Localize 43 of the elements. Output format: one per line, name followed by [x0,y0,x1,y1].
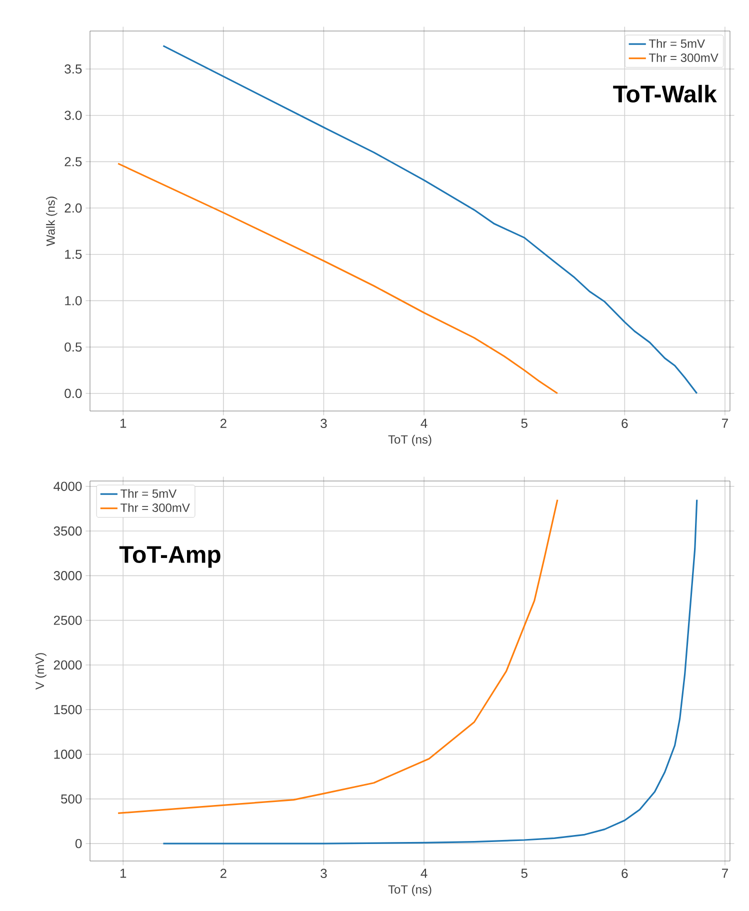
x-tick-label: 6 [622,868,628,878]
y-tick-label: 2000 [54,660,82,670]
y-tick-label: 3.5 [64,64,82,74]
y-tick-label: 0 [75,838,82,848]
x-tick-label: 2 [220,868,226,878]
x-tick-label: 7 [722,418,728,428]
y-tick-label: 3500 [54,526,82,536]
legend-label: Thr = 300mV [120,503,190,512]
legend-label: Thr = 5mV [648,39,705,48]
x-tick-label: 2 [220,418,226,428]
y-tick-label: 1500 [54,705,82,714]
x-tick-label: 7 [722,868,728,878]
y-tick-label: 1.0 [65,296,82,306]
y-axis-title: V (mV) [35,653,46,690]
y-tick-label: 0.5 [64,342,82,352]
y-tick-label: 2500 [54,616,82,625]
line-series [117,498,558,814]
y-tick-label: 1.5 [65,250,82,259]
x-tick-label: 3 [320,418,327,428]
y-tick-label: 3000 [54,571,82,580]
y-tick-label: 4000 [54,482,82,491]
x-axis-title: ToT (ns) [388,434,432,446]
y-tick-label: 3.0 [64,110,82,120]
y-tick-label: 2.5 [64,157,82,166]
x-tick-label: 1 [120,868,126,878]
x-tick-label: 5 [521,868,528,878]
y-tick-label: 0.0 [64,388,82,398]
x-tick-label: 6 [622,418,628,428]
legend-label: Thr = 5mV [120,489,177,498]
y-tick-label: 2.0 [64,203,82,213]
annotation: ToT-Amp [119,546,220,568]
annotation: ToT-Walk [613,84,717,103]
x-tick-label: 4 [420,868,428,878]
line-series [117,162,558,394]
x-tick-label: 4 [420,418,428,428]
legend-label: Thr = 300mV [648,53,718,62]
x-tick-label: 3 [320,868,327,878]
x-tick-label: 1 [120,418,126,428]
y-tick-label: 500 [61,794,82,804]
y-tick-label: 1000 [54,750,82,759]
y-axis-title: Walk (ns) [46,196,58,246]
x-tick-label: 5 [521,418,528,428]
x-axis-title: ToT (ns) [388,884,432,896]
